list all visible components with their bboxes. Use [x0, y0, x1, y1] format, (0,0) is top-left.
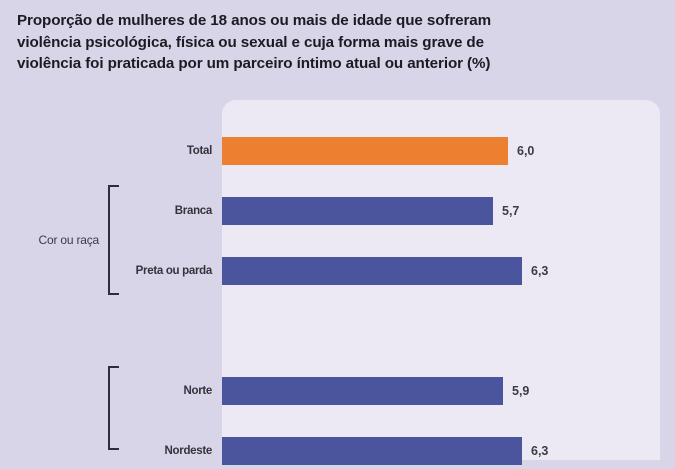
bar-label: Total [186, 145, 212, 157]
bar [222, 377, 503, 405]
group-bracket [108, 185, 119, 295]
category-group [108, 366, 119, 450]
chart-title: Proporção de mulheres de 18 anos ou mais… [17, 10, 667, 75]
chart-row: Total 6,0 [0, 133, 675, 169]
bar-value-label: 6,3 [531, 444, 549, 458]
category-group: Cor ou raça [39, 185, 119, 295]
bar-value-label: 6,0 [517, 144, 535, 158]
bar-value-label: 6,3 [531, 264, 549, 278]
chart-title-line-2: violência psicológica, física ou sexual … [17, 33, 484, 51]
bar-value-label: 5,9 [512, 384, 530, 398]
bar [222, 257, 522, 285]
group-label: Cor ou raça [38, 233, 100, 247]
chart-row: Nordeste 6,3 [0, 433, 675, 469]
bar-label: Nordeste [164, 445, 213, 457]
bar [222, 137, 508, 165]
bar-value-label: 5,7 [502, 204, 520, 218]
bar [222, 437, 522, 465]
bar-label: Branca [174, 205, 213, 217]
group-bracket [108, 366, 119, 450]
chart-rows: Total 6,0 Branca 5,7 Preta ou parda 6,3 Norte 5… [0, 133, 675, 465]
bar [222, 197, 493, 225]
bar-label: Preta ou parda [135, 265, 213, 277]
chart-title-line-1: Proporção de mulheres de 18 anos ou mais… [17, 12, 492, 29]
chart-row: Norte 5,9 [0, 373, 675, 409]
chart-row: Branca 5,7 [0, 193, 675, 229]
chart-title-line-3: violência foi praticada por um parceiro … [17, 55, 491, 73]
bar-label: Norte [183, 385, 212, 397]
chart-row: Preta ou parda 6,3 [0, 253, 675, 289]
